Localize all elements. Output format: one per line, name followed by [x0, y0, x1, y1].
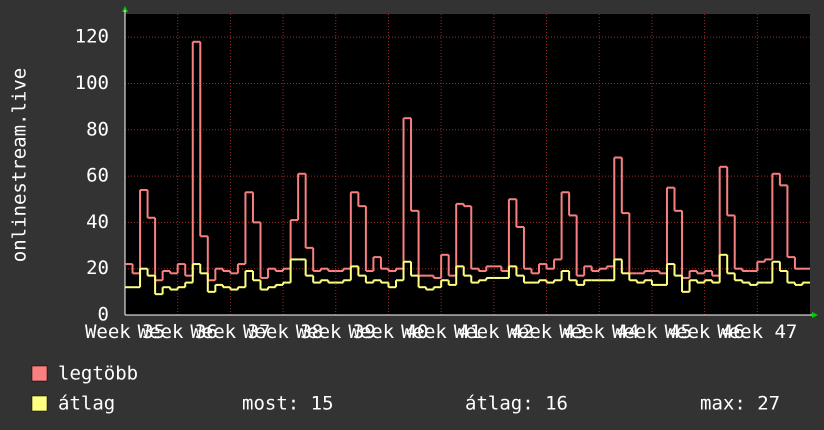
- y-tick-label: 80: [86, 118, 109, 140]
- stat-label: max: 27: [700, 393, 780, 415]
- stat-label: átlag: 16: [465, 393, 568, 415]
- x-tick-label: Week 42: [454, 321, 534, 343]
- y-tick-label: 40: [86, 211, 109, 233]
- y-axis-arrow: [122, 6, 128, 12]
- y-tick-label: 120: [75, 26, 109, 48]
- y-tick-label: 0: [98, 304, 109, 326]
- plot-area: [125, 14, 810, 315]
- legend-swatch: [31, 395, 48, 412]
- legend-label: legtöbb: [58, 363, 138, 385]
- legend-label: átlag: [58, 393, 115, 415]
- x-tick-label: Week 35: [85, 321, 165, 343]
- x-tick-label: Week 39: [296, 321, 376, 343]
- y-tick-label: 20: [86, 257, 109, 279]
- x-tick-label: Week 45: [612, 321, 692, 343]
- x-tick-label: Week 38: [243, 321, 323, 343]
- y-axis-label: onlinestream.live: [9, 68, 31, 262]
- x-tick-label: Week 36: [138, 321, 218, 343]
- x-tick-label: Week 41: [401, 321, 481, 343]
- x-tick-label: Week 44: [559, 321, 639, 343]
- x-tick-label: Week 43: [506, 321, 586, 343]
- legend-swatch: [31, 365, 48, 382]
- x-tick-label: Week 37: [190, 321, 270, 343]
- x-axis-arrow: [812, 312, 818, 318]
- x-tick-label: Week 40: [348, 321, 428, 343]
- x-tick-label: Week 46: [665, 321, 745, 343]
- x-tick-label: Week 47: [717, 321, 797, 343]
- stat-label: most: 15: [242, 393, 334, 415]
- y-tick-label: 100: [75, 72, 109, 94]
- y-tick-label: 60: [86, 165, 109, 187]
